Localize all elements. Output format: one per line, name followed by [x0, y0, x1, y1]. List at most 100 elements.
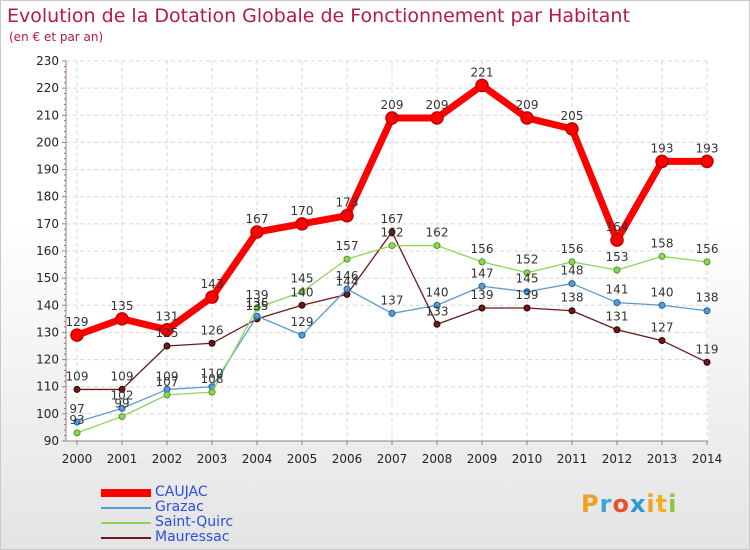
data-label-grazac: 109 [156, 369, 179, 383]
data-point-mauressac [388, 228, 396, 236]
proxiti-logo: Proxiti [581, 490, 677, 518]
data-label-grazac: 145 [516, 272, 539, 286]
data-label-caujac: 173 [336, 196, 359, 210]
x-tick-label: 2006 [332, 452, 363, 466]
legend-item-caujac: CAUJAC [101, 484, 271, 500]
data-label-mauressac: 139 [516, 288, 539, 302]
y-tick-label: 130 [36, 325, 59, 339]
data-point-saint-quirc [253, 304, 261, 312]
data-point-grazac [298, 331, 306, 339]
data-label-caujac: 193 [651, 141, 674, 155]
data-label-grazac: 102 [111, 388, 134, 402]
data-label-mauressac: 144 [336, 274, 359, 288]
data-point-grazac [568, 280, 576, 288]
legend-swatch-caujac [101, 489, 151, 497]
x-tick-label: 2008 [422, 452, 453, 466]
data-point-caujac [520, 111, 534, 125]
data-label-saint-quirc: 153 [606, 250, 629, 264]
data-label-caujac: 135 [111, 299, 134, 313]
data-label-saint-quirc: 162 [381, 226, 404, 240]
data-point-mauressac [163, 342, 171, 350]
data-label-caujac: 209 [381, 98, 404, 112]
data-point-grazac [253, 312, 261, 320]
legend-swatch-mauressac [101, 537, 151, 539]
data-label-caujac: 209 [426, 98, 449, 112]
y-tick-label: 190 [36, 163, 59, 177]
x-tick-label: 2001 [107, 452, 138, 466]
x-tick-label: 2014 [692, 452, 723, 466]
x-tick-label: 2004 [242, 452, 273, 466]
data-point-caujac [655, 154, 669, 169]
data-point-mauressac [658, 337, 666, 345]
data-point-saint-quirc [703, 258, 711, 266]
data-label-caujac: 221 [471, 65, 494, 79]
y-tick-label: 160 [36, 244, 59, 258]
data-label-saint-quirc: 139 [246, 288, 269, 302]
data-label-saint-quirc: 108 [201, 372, 224, 386]
data-point-grazac [118, 404, 126, 412]
data-label-grazac: 140 [426, 285, 449, 299]
data-label-mauressac: 126 [201, 323, 224, 337]
data-label-grazac: 140 [651, 285, 674, 299]
data-label-saint-quirc: 157 [336, 239, 359, 253]
data-point-saint-quirc [163, 391, 171, 399]
data-label-grazac: 147 [471, 266, 494, 280]
x-tick-label: 2002 [152, 452, 183, 466]
data-point-caujac [475, 78, 489, 93]
y-tick-label: 90 [44, 434, 59, 448]
data-point-grazac [658, 301, 666, 309]
data-label-grazac: 141 [606, 283, 629, 297]
y-tick-label: 100 [36, 407, 59, 421]
data-point-caujac [250, 225, 264, 239]
logo-letter: r [599, 490, 613, 518]
data-label-saint-quirc: 158 [651, 236, 674, 250]
data-point-caujac [700, 154, 714, 169]
data-point-caujac [205, 290, 219, 304]
data-point-saint-quirc [613, 266, 621, 274]
data-point-grazac [703, 307, 711, 315]
data-point-grazac [73, 418, 81, 426]
y-tick-label: 140 [36, 298, 59, 312]
data-point-caujac [160, 322, 174, 337]
data-point-saint-quirc [73, 429, 81, 437]
x-tick-label: 2011 [557, 452, 588, 466]
data-point-mauressac [208, 339, 216, 347]
data-label-mauressac: 127 [651, 321, 674, 335]
data-label-caujac: 131 [156, 310, 179, 324]
data-point-caujac [565, 122, 579, 136]
data-label-grazac: 97 [69, 402, 84, 416]
data-point-saint-quirc [568, 258, 576, 266]
data-point-saint-quirc [523, 269, 531, 277]
data-point-saint-quirc [433, 242, 441, 250]
data-label-caujac: 193 [696, 141, 719, 155]
data-label-mauressac: 131 [606, 310, 629, 324]
data-label-mauressac: 140 [291, 285, 314, 299]
data-label-caujac: 205 [561, 109, 584, 123]
legend-swatch-grazac [101, 507, 151, 509]
y-tick-label: 180 [36, 190, 59, 204]
data-label-mauressac: 119 [696, 342, 719, 356]
data-point-caujac [340, 208, 354, 223]
legend-item-saint-quirc: Saint-Quirc [101, 514, 271, 530]
data-point-saint-quirc [118, 413, 126, 421]
data-label-saint-quirc: 93 [69, 413, 84, 427]
data-label-grazac: 138 [696, 291, 719, 305]
data-label-saint-quirc: 162 [426, 226, 449, 240]
data-point-grazac [523, 288, 531, 296]
data-point-saint-quirc [388, 242, 396, 250]
legend-label-mauressac: Mauressac [155, 529, 230, 545]
legend-swatch-saint-quirc [101, 522, 151, 524]
data-label-saint-quirc: 99 [114, 397, 129, 411]
data-point-grazac [433, 301, 441, 309]
data-label-saint-quirc: 107 [156, 375, 179, 389]
x-tick-label: 2000 [62, 452, 93, 466]
data-label-mauressac: 138 [561, 291, 584, 305]
data-point-caujac [70, 328, 84, 342]
data-point-mauressac [298, 301, 306, 309]
y-tick-label: 220 [36, 81, 59, 95]
y-tick-label: 230 [36, 54, 59, 68]
data-label-mauressac: 135 [246, 299, 269, 313]
x-tick-label: 2007 [377, 452, 408, 466]
chart-title: Evolution de la Dotation Globale de Fonc… [7, 5, 630, 27]
